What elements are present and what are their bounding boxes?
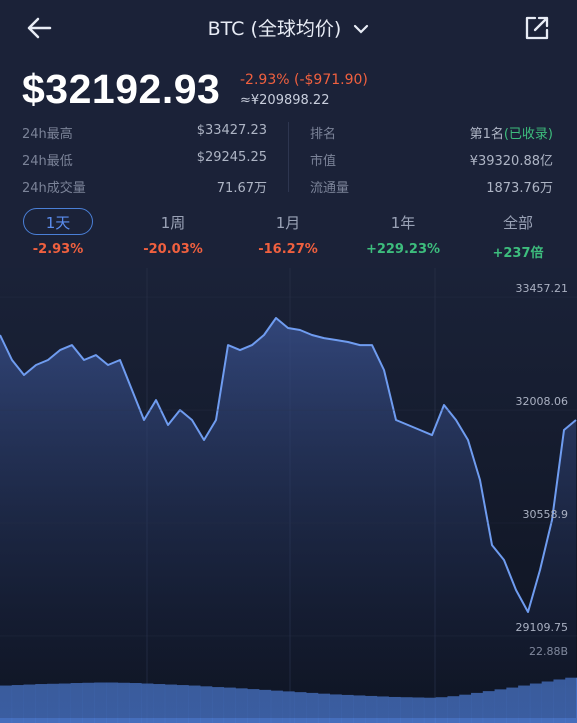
change-amount: (-$971.90): [293, 72, 368, 88]
stat-value: $33427.23: [196, 123, 267, 138]
change-percent: -2.93%: [240, 72, 290, 88]
back-button[interactable]: [26, 16, 52, 40]
stat-label: 24h最高: [22, 127, 73, 142]
tab-change: +229.23%: [365, 242, 441, 257]
share-button[interactable]: [524, 15, 550, 41]
stat-label: 24h成交量: [22, 181, 86, 196]
stat-label: 市值: [310, 154, 337, 169]
tab-change: -2.93%: [32, 242, 84, 257]
stat-value: 71.67万: [216, 181, 267, 196]
tab-change: +237倍: [492, 246, 544, 261]
stat-value: ¥39320.88亿: [380, 150, 553, 169]
stat-label: 24h最低: [22, 154, 73, 169]
tab-label[interactable]: 1月: [275, 214, 301, 232]
tab-label[interactable]: 1年: [390, 214, 416, 232]
stat-label: 流通量: [310, 181, 350, 196]
divider: [288, 122, 289, 192]
tab-label[interactable]: 1天: [45, 214, 71, 232]
tab-active-pill: [23, 208, 93, 235]
price-area: [0, 318, 576, 718]
header-title[interactable]: BTC (全球均价): [0, 14, 577, 41]
stat-value: 第1名(已收录): [380, 123, 553, 142]
price-change: -2.93% (-$971.90): [240, 72, 368, 88]
stat-label: 排名: [310, 127, 337, 142]
y-tick-label: 29109.75: [516, 621, 569, 634]
tab-change: -20.03%: [143, 242, 203, 257]
tab-label[interactable]: 1周: [160, 214, 186, 232]
dropdown-icon[interactable]: [353, 23, 369, 35]
stat-value-text: 第1名: [469, 127, 504, 142]
price: $32192.93: [22, 66, 221, 112]
stat-value-text: ¥39320.88亿: [469, 154, 553, 169]
stat-value: $29245.25: [196, 150, 267, 165]
y-tick-label: 30558.9: [523, 508, 569, 521]
tab-label[interactable]: 全部: [502, 214, 533, 232]
tab-change: -16.27%: [258, 242, 318, 257]
y-tick-label: 32008.06: [516, 395, 569, 408]
price-line: [0, 317, 577, 613]
y-tick-label: 33457.21: [516, 282, 569, 295]
title-text[interactable]: BTC (全球均价): [207, 18, 342, 40]
stat-note: (已收录): [503, 127, 553, 142]
stat-value: 1873.76万: [380, 177, 553, 196]
stat-value-text: 1873.76万: [486, 181, 553, 196]
price-cny: ≈¥209898.22: [240, 93, 330, 108]
